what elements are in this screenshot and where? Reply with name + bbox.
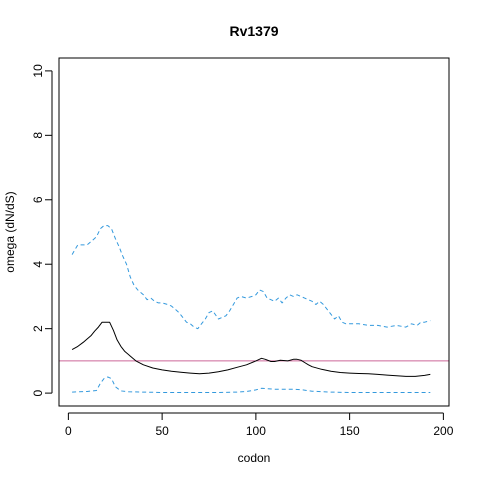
x-tick-label: 100 xyxy=(246,424,266,438)
y-tick-label: 0 xyxy=(31,389,45,396)
x-tick-label: 150 xyxy=(340,424,360,438)
y-tick-label: 10 xyxy=(31,64,45,78)
x-axis-title: codon xyxy=(238,451,271,465)
series-line-2 xyxy=(71,225,431,330)
y-tick-label: 2 xyxy=(31,325,45,332)
chart-title: Rv1379 xyxy=(229,23,278,39)
x-tick-label: 0 xyxy=(65,424,72,438)
plot-frame xyxy=(58,57,450,407)
y-tick-label: 8 xyxy=(31,132,45,139)
series-line-1 xyxy=(71,321,431,377)
x-tick-label: 200 xyxy=(433,424,453,438)
x-tick-label: 50 xyxy=(155,424,169,438)
series-line-3 xyxy=(72,376,431,393)
y-tick-label: 6 xyxy=(31,196,45,203)
y-axis-title: omega (dN/dS) xyxy=(3,191,17,272)
axis-layer: 0 50 100 150 200 0 2 4 6 8 10 xyxy=(31,64,454,438)
series-layer xyxy=(71,225,431,393)
y-tick-label: 4 xyxy=(31,261,45,268)
